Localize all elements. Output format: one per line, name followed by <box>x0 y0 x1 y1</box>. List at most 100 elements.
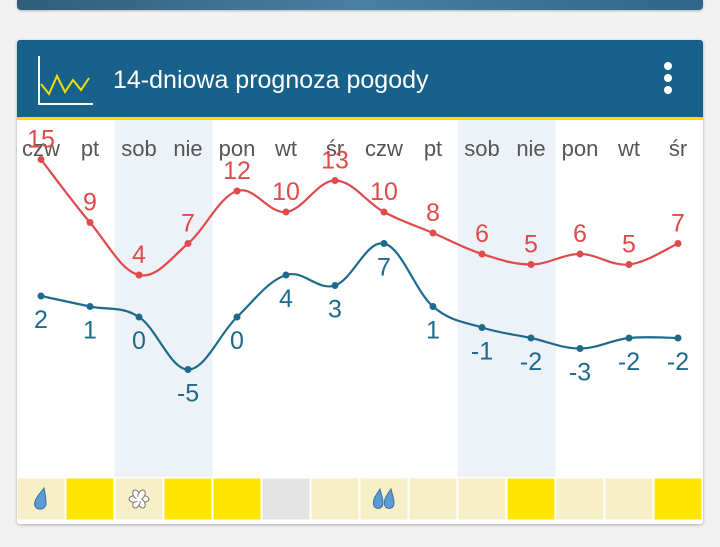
rain-drops-icon <box>372 487 384 509</box>
max-temp-point <box>576 250 584 258</box>
max-temp-label: 9 <box>83 189 97 217</box>
weekend-band <box>457 120 507 477</box>
min-temp-point <box>527 334 535 342</box>
weekend-band <box>114 120 164 477</box>
forecast-card: 14-dniowa prognoza pogody czw pt sob nie pon… <box>17 40 703 524</box>
max-temp-point <box>331 177 339 184</box>
min-temp-label: 4 <box>279 285 293 313</box>
condition-cell <box>359 477 409 521</box>
min-temp-point <box>184 366 192 373</box>
min-temp-point <box>478 324 486 331</box>
min-temp-label: -2 <box>667 348 689 376</box>
condition-cell <box>604 477 654 521</box>
day-label: śr <box>326 136 344 161</box>
min-temp-label: 2 <box>34 306 48 334</box>
forecast-chart: czw pt sob nie pon wt śr czw pt sob nie pon wt śr1594… <box>17 120 703 521</box>
day-label: nie <box>173 136 202 161</box>
max-temp-point <box>184 240 192 247</box>
min-temp-point <box>674 334 682 342</box>
dot-icon <box>664 62 672 70</box>
min-temp-point <box>282 271 290 279</box>
rain-drops-icon <box>383 487 395 509</box>
max-temp-point <box>478 250 486 258</box>
min-temp-point <box>331 282 339 289</box>
max-temp-label: 15 <box>27 126 55 154</box>
min-temp-point <box>86 303 94 310</box>
min-temp-label: -2 <box>520 348 542 376</box>
max-temp-label: 10 <box>272 178 300 206</box>
condition-cell <box>261 477 311 521</box>
min-temp-label: -2 <box>618 348 640 376</box>
min-temp-point <box>429 303 437 310</box>
max-temp-point <box>380 208 388 216</box>
top-banner-image <box>17 0 703 10</box>
min-temp-label: -1 <box>471 338 493 366</box>
max-temp-point <box>429 229 437 237</box>
condition-cell <box>408 477 458 521</box>
max-temp-label: 10 <box>370 178 398 206</box>
max-temp-point <box>625 261 633 268</box>
condition-cell <box>555 477 605 521</box>
max-temp-label: 5 <box>622 231 636 259</box>
line-chart-icon <box>38 56 93 105</box>
min-temp-line <box>40 242 679 371</box>
max-temp-point <box>37 156 45 163</box>
min-temp-point <box>37 292 45 300</box>
min-temp-label: 3 <box>328 296 342 324</box>
max-temp-label: 13 <box>321 147 349 175</box>
min-temp-label: 1 <box>83 317 97 345</box>
max-temp-point <box>282 208 290 216</box>
card-header: 14-dniowa prognoza pogody <box>17 40 703 117</box>
max-temp-label: 6 <box>573 220 587 248</box>
min-temp-point <box>380 240 388 247</box>
min-temp-point <box>233 313 241 321</box>
max-temp-point <box>674 240 682 247</box>
day-label: czw <box>365 136 403 161</box>
day-label: wt <box>617 136 640 161</box>
weekend-band <box>506 120 556 477</box>
condition-cell <box>506 477 556 521</box>
min-temp-label: -5 <box>177 380 199 408</box>
page-title: 14-dniowa prognoza pogody <box>113 66 429 94</box>
condition-cell <box>457 477 507 521</box>
min-temp-point <box>625 334 633 342</box>
dot-icon <box>664 74 672 82</box>
max-temp-label: 5 <box>524 231 538 259</box>
condition-cell <box>163 477 213 521</box>
min-temp-label: 1 <box>426 317 440 345</box>
max-temp-point <box>86 219 94 226</box>
weekend-band <box>163 120 213 477</box>
rain-drop-icon <box>34 486 47 510</box>
condition-cell <box>310 477 360 521</box>
day-label: sob <box>464 136 499 161</box>
snowflake-icon <box>128 489 150 509</box>
min-temp-point <box>135 313 143 321</box>
header-accent-line <box>17 117 703 120</box>
day-label: pon <box>219 136 256 161</box>
max-temp-point <box>233 187 241 195</box>
day-label: wt <box>274 136 297 161</box>
min-temp-point <box>576 345 584 352</box>
min-temp-label: 7 <box>377 254 391 282</box>
max-temp-point <box>135 271 143 279</box>
day-label: śr <box>669 136 687 161</box>
max-temp-label: 4 <box>132 241 146 269</box>
overflow-menu-button[interactable] <box>663 62 673 98</box>
condition-cell <box>65 477 115 521</box>
min-temp-label: -3 <box>569 359 591 387</box>
max-temp-label: 7 <box>671 210 685 238</box>
max-temp-label: 7 <box>181 210 195 238</box>
day-label: sob <box>121 136 156 161</box>
day-label: pt <box>81 136 99 161</box>
max-temp-point <box>527 261 535 268</box>
min-temp-label: 0 <box>230 327 244 355</box>
day-label: pon <box>562 136 599 161</box>
dot-icon <box>664 86 672 94</box>
max-temp-label: 12 <box>223 157 251 185</box>
condition-cell <box>653 477 703 521</box>
max-temp-label: 6 <box>475 220 489 248</box>
day-label: pt <box>424 136 442 161</box>
min-temp-label: 0 <box>132 327 146 355</box>
max-temp-label: 8 <box>426 199 440 227</box>
condition-cell <box>212 477 262 521</box>
